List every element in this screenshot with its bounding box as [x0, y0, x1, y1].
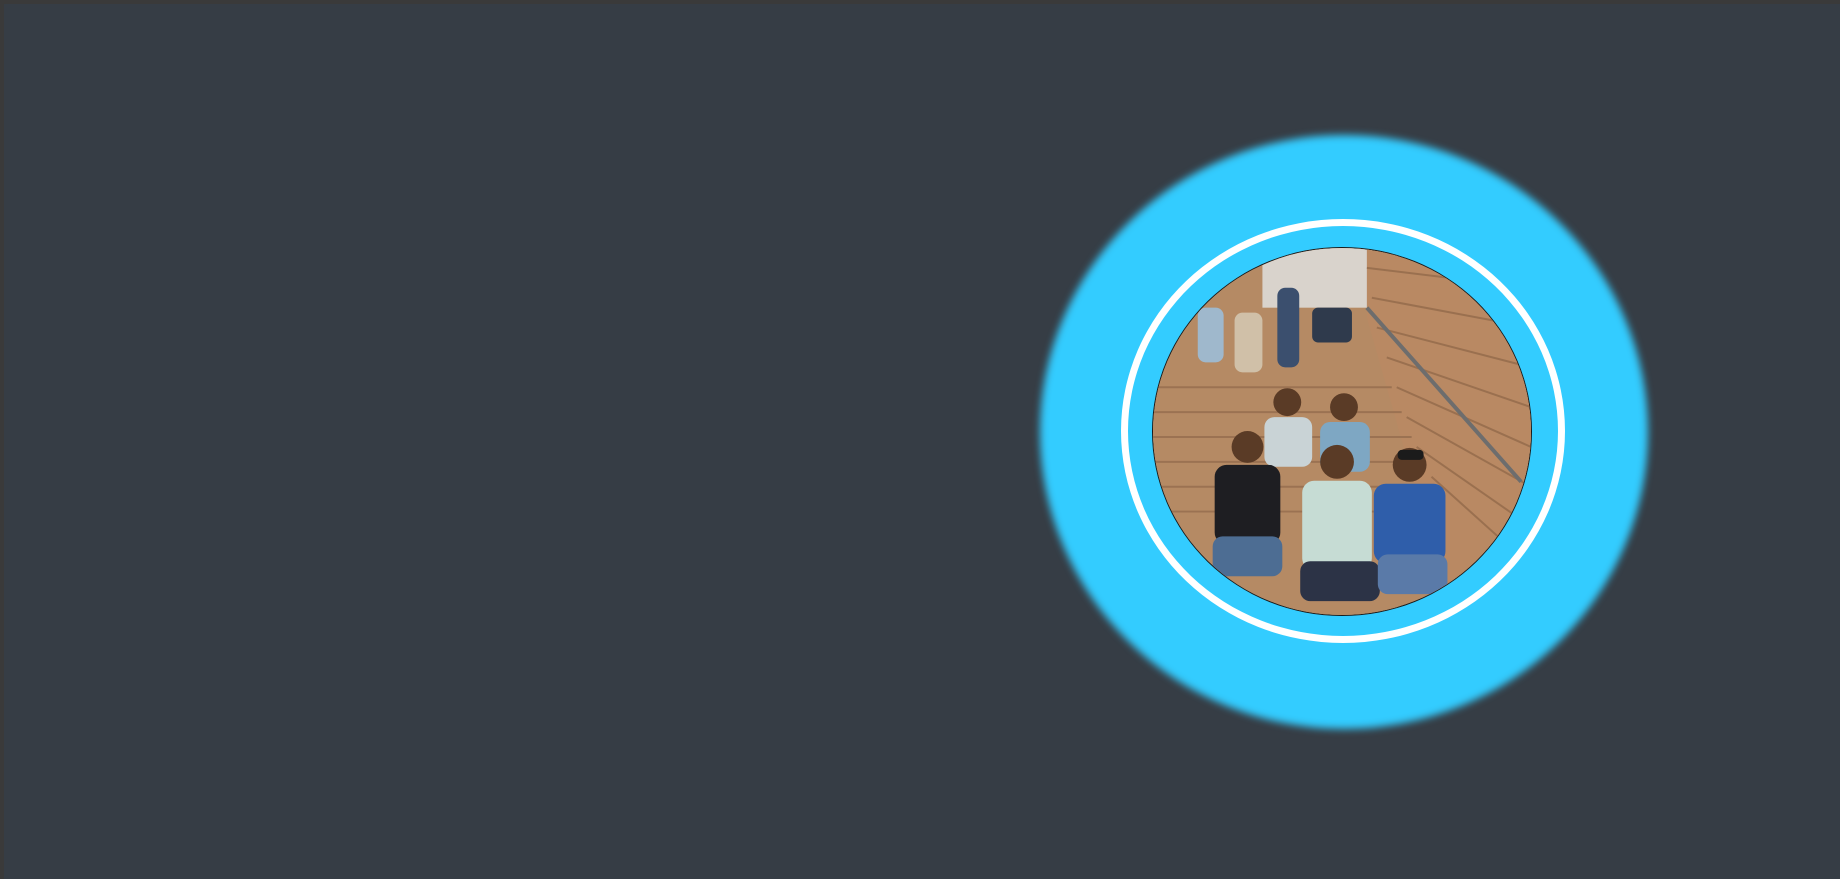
page-viewport — [4, 4, 1840, 879]
group-photo-icon — [1153, 248, 1531, 615]
profile-photo — [1152, 247, 1532, 616]
